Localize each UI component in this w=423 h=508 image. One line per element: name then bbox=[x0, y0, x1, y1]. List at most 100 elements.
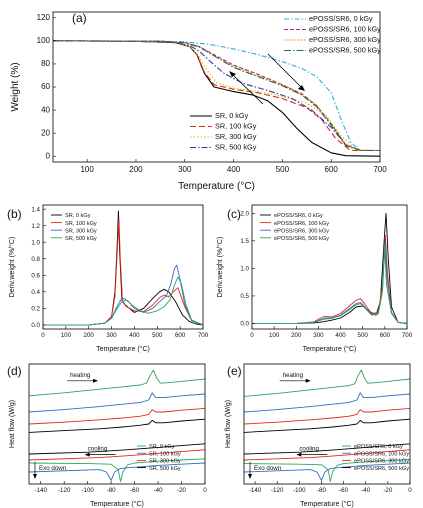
series-group bbox=[43, 210, 203, 326]
exo-down-label: Exo down bbox=[39, 465, 67, 472]
x-tick-label: 600 bbox=[175, 332, 186, 339]
series-line bbox=[244, 418, 410, 455]
y-tick-label: 40 bbox=[41, 105, 50, 114]
arrow-head bbox=[248, 474, 252, 479]
legend-label: ePOSS/SR6, 100 kGy bbox=[309, 25, 381, 34]
legend-label: ePOSS/SR6, 100 kGy bbox=[274, 221, 329, 227]
series-group bbox=[244, 369, 410, 483]
arrow-head bbox=[296, 452, 302, 457]
series-line bbox=[252, 240, 407, 324]
y-axis-label: Heat flow (W/g) bbox=[225, 400, 232, 448]
arrow-line bbox=[267, 53, 303, 89]
cooling-label: cooling bbox=[88, 446, 108, 453]
legend-label: ePOSS/SR6, 100 kGy bbox=[354, 451, 409, 457]
x-tick-label: 300 bbox=[106, 332, 117, 339]
series-line bbox=[43, 216, 203, 326]
series-line bbox=[29, 418, 205, 455]
series-line bbox=[43, 276, 203, 326]
x-axis-label: Temperature (°C) bbox=[90, 500, 144, 508]
y-tick-label: 0.8 bbox=[31, 256, 40, 263]
y-tick-label: 1.4 bbox=[31, 206, 40, 213]
x-tick-label: -120 bbox=[271, 487, 284, 494]
x-tick-label: 300 bbox=[178, 165, 192, 174]
y-tick-label: 120 bbox=[37, 13, 51, 22]
y-tick-label: 1.0 bbox=[31, 239, 40, 246]
arrow-head bbox=[229, 71, 236, 77]
x-tick-label: -100 bbox=[293, 487, 306, 494]
series-line bbox=[29, 407, 205, 461]
axes-frame bbox=[28, 363, 206, 485]
panel-label: (a) bbox=[72, 11, 87, 25]
cooling-label: cooling bbox=[299, 446, 319, 453]
y-tick-label: 0.6 bbox=[31, 272, 40, 279]
legend-label: ePOSS/SR6, 300 kGy bbox=[274, 228, 329, 234]
x-tick-label: 700 bbox=[373, 165, 387, 174]
x-tick-label: -20 bbox=[383, 487, 393, 494]
x-tick-label: -40 bbox=[154, 487, 164, 494]
series-line bbox=[252, 245, 407, 324]
x-tick-label: -80 bbox=[317, 487, 327, 494]
x-tick-label: 0 bbox=[250, 332, 254, 339]
legend-label: ePOSS/SR6, 0 kGy bbox=[354, 444, 403, 450]
series-line bbox=[244, 369, 410, 483]
x-tick-label: 600 bbox=[380, 332, 391, 339]
y-tick-label: 0.4 bbox=[31, 289, 40, 296]
y-tick-label: 2.0 bbox=[240, 210, 249, 217]
x-tick-label: -120 bbox=[58, 487, 71, 494]
legend-label: SR, 500 kGy bbox=[215, 143, 257, 152]
x-tick-label: 300 bbox=[313, 332, 324, 339]
x-tick-label: -20 bbox=[177, 487, 187, 494]
legend-label: SR, 500 kGy bbox=[65, 236, 97, 242]
legend-label: ePOSS/SR6, 0 kGy bbox=[309, 14, 373, 23]
y-tick-label: 0 bbox=[46, 151, 51, 160]
panel-label: (d) bbox=[7, 364, 22, 378]
x-tick-label: 200 bbox=[84, 332, 95, 339]
series-line bbox=[29, 369, 205, 483]
legend-label: ePOSS/SR6, 500 kGy bbox=[274, 236, 329, 242]
x-tick-label: -140 bbox=[249, 487, 262, 494]
legend-label: SR, 300 kGy bbox=[149, 459, 181, 465]
arrow-line bbox=[231, 73, 264, 105]
x-tick-label: 100 bbox=[61, 332, 72, 339]
arrow-head bbox=[84, 452, 90, 457]
legend-label: SR, 100 kGy bbox=[215, 122, 257, 131]
x-tick-label: 100 bbox=[269, 332, 280, 339]
x-axis-label: Temperature (°C) bbox=[300, 500, 354, 508]
series-group bbox=[252, 212, 407, 324]
y-axis-label: Deriv.weight (%/°C) bbox=[216, 237, 224, 298]
arrow-head bbox=[93, 378, 99, 383]
arrow-head bbox=[298, 85, 305, 91]
series-line bbox=[53, 40, 380, 152]
legend-label: SR, 0 kGy bbox=[65, 213, 91, 219]
arrow-head bbox=[305, 378, 311, 383]
y-tick-label: 0.5 bbox=[240, 293, 249, 300]
y-tick-label: 20 bbox=[41, 128, 50, 137]
panel-label: (c) bbox=[227, 207, 241, 221]
legend-label: SR, 500 kGy bbox=[149, 466, 181, 472]
x-tick-label: 400 bbox=[129, 332, 140, 339]
series-group bbox=[29, 369, 205, 483]
x-tick-label: -140 bbox=[35, 487, 48, 494]
x-tick-label: 500 bbox=[358, 332, 369, 339]
y-tick-label: 0.0 bbox=[31, 322, 40, 329]
legend-label: ePOSS/SR6, 0 kGy bbox=[274, 213, 323, 219]
x-tick-label: 400 bbox=[335, 332, 346, 339]
panel-label: (b) bbox=[7, 207, 22, 221]
x-tick-label: 500 bbox=[276, 165, 290, 174]
y-tick-label: 1.0 bbox=[240, 266, 249, 273]
y-tick-label: 1.2 bbox=[31, 223, 40, 230]
x-axis-label: Temperature (°C) bbox=[96, 345, 150, 353]
legend-label: ePOSS/SR6, 500 kGy bbox=[309, 46, 381, 55]
x-tick-label: 0 bbox=[203, 487, 207, 494]
x-tick-label: 700 bbox=[402, 332, 413, 339]
axes-frame bbox=[243, 363, 411, 485]
chart-panel: (c) 0 100 200 300 400 500 600 700 0.0 0.5 1.0 1.5 2.0… bbox=[216, 204, 413, 353]
heating-label: heating bbox=[283, 372, 304, 379]
x-tick-label: -60 bbox=[130, 487, 140, 494]
x-tick-label: 0 bbox=[41, 332, 45, 339]
x-axis-label: Temperature (°C) bbox=[303, 345, 357, 353]
y-tick-label: 1.5 bbox=[240, 238, 249, 245]
chart-panel: (a) 100 200 300 400 500 600 700 0 20 40 60 80 100 120 T… bbox=[10, 11, 387, 192]
x-tick-label: 100 bbox=[80, 165, 94, 174]
chart-panel: (e) -140 -120 -100 -80 -60 -40 -20 0 Temperature … bbox=[225, 363, 412, 508]
